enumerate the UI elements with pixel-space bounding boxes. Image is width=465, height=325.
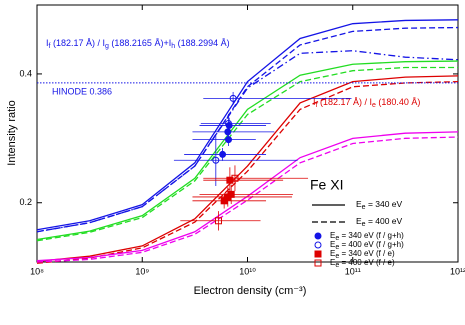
data-point xyxy=(227,190,235,198)
x-tick-label: 10⁸ xyxy=(30,266,44,276)
legend-label-part: = 340 eV xyxy=(366,199,403,209)
annotation-part: (180.40 Å) xyxy=(376,97,421,107)
annotation-part: e xyxy=(372,102,376,109)
legend-label: Ee = 340 eV xyxy=(356,199,403,211)
model-curve xyxy=(36,131,459,262)
data-point xyxy=(229,94,237,102)
model-curve xyxy=(36,66,458,242)
data-point xyxy=(224,128,232,136)
model-curve xyxy=(36,60,459,241)
model-curve xyxy=(36,75,459,263)
data-point xyxy=(225,120,233,128)
legend-title: Fe XI xyxy=(310,177,343,193)
legend-label-part: E xyxy=(330,240,335,249)
annotation-part: I xyxy=(313,97,316,107)
annotation: If (182.17 Å) / Ig (188.2165 Å)+Ih (188.… xyxy=(46,38,230,49)
data-point xyxy=(212,156,220,164)
model-curve xyxy=(36,19,459,231)
legend-label-part: E xyxy=(356,199,362,209)
data-point xyxy=(219,150,227,158)
data-point xyxy=(214,217,222,225)
legend-label-part: e xyxy=(335,253,339,260)
x-tick-label: 10¹⁰ xyxy=(239,266,256,276)
annotation-part: h xyxy=(171,43,175,50)
legend-label-part: e xyxy=(335,262,339,269)
legend-label: Ee = 400 eV (f / g+h) xyxy=(330,240,404,251)
x-tick-label: 10¹¹ xyxy=(345,266,361,276)
legend-marker xyxy=(314,259,322,267)
data-point xyxy=(220,197,228,205)
legend-label-part: E xyxy=(330,231,335,240)
legend-marker xyxy=(314,250,322,258)
y-tick-label: 0.4 xyxy=(19,68,32,78)
x-axis-label: Electron density (cm⁻³) xyxy=(194,285,307,297)
legend-label: Ee = 340 eV (f / g+h) xyxy=(330,231,404,242)
model-curve xyxy=(36,26,459,233)
legend-label-part: = 400 eV xyxy=(366,216,403,226)
annotation: If (182.17 Å) / Ie (180.40 Å) xyxy=(313,97,420,108)
legend-label-part: = 400 eV (f / e) xyxy=(339,258,395,267)
y-tick-label: 0.2 xyxy=(19,197,32,207)
model-curve xyxy=(36,81,459,264)
legend-label: Ee = 400 eV xyxy=(356,216,403,228)
annotation-part: g xyxy=(105,43,109,50)
legend-marker xyxy=(314,232,322,240)
legend-label-part: e xyxy=(335,244,339,251)
x-tick-label: 10¹² xyxy=(450,266,465,276)
annotation-part: I xyxy=(46,38,49,48)
annotation-part: f xyxy=(316,102,318,109)
data-point xyxy=(226,176,234,184)
legend-marker xyxy=(314,241,322,249)
legend-label-part: E xyxy=(330,249,335,258)
legend-label-part: e xyxy=(362,204,366,211)
data-point xyxy=(231,174,239,182)
annotation-part: (182.17 Å) / I xyxy=(317,97,372,107)
legend-label-part: E xyxy=(356,216,362,226)
annotation-part: (182.17 Å) / I xyxy=(50,38,105,48)
annotation-part: f xyxy=(49,43,51,50)
model-curve xyxy=(36,136,459,263)
x-tick-label: 10⁹ xyxy=(135,266,149,276)
legend-label-part: = 400 eV (f / g+h) xyxy=(339,240,404,249)
legend-label-part: e xyxy=(335,235,339,242)
legend-label-part: e xyxy=(362,221,366,228)
legend-label-part: = 340 eV (f / g+h) xyxy=(339,231,404,240)
annotation-part: (188.2994 Å) xyxy=(175,38,230,48)
reference-label: HINODE 0.386 xyxy=(52,86,112,96)
legend-label: Ee = 400 eV (f / e) xyxy=(330,258,395,269)
data-point xyxy=(225,136,233,144)
legend-label-part: E xyxy=(330,258,335,267)
annotation-part: (188.2165 Å)+I xyxy=(109,38,171,48)
legend-label-part: = 340 eV (f / e) xyxy=(339,249,395,258)
legend-label: Ee = 340 eV (f / e) xyxy=(330,249,395,260)
y-axis-label: Intensity ratio xyxy=(6,100,18,165)
